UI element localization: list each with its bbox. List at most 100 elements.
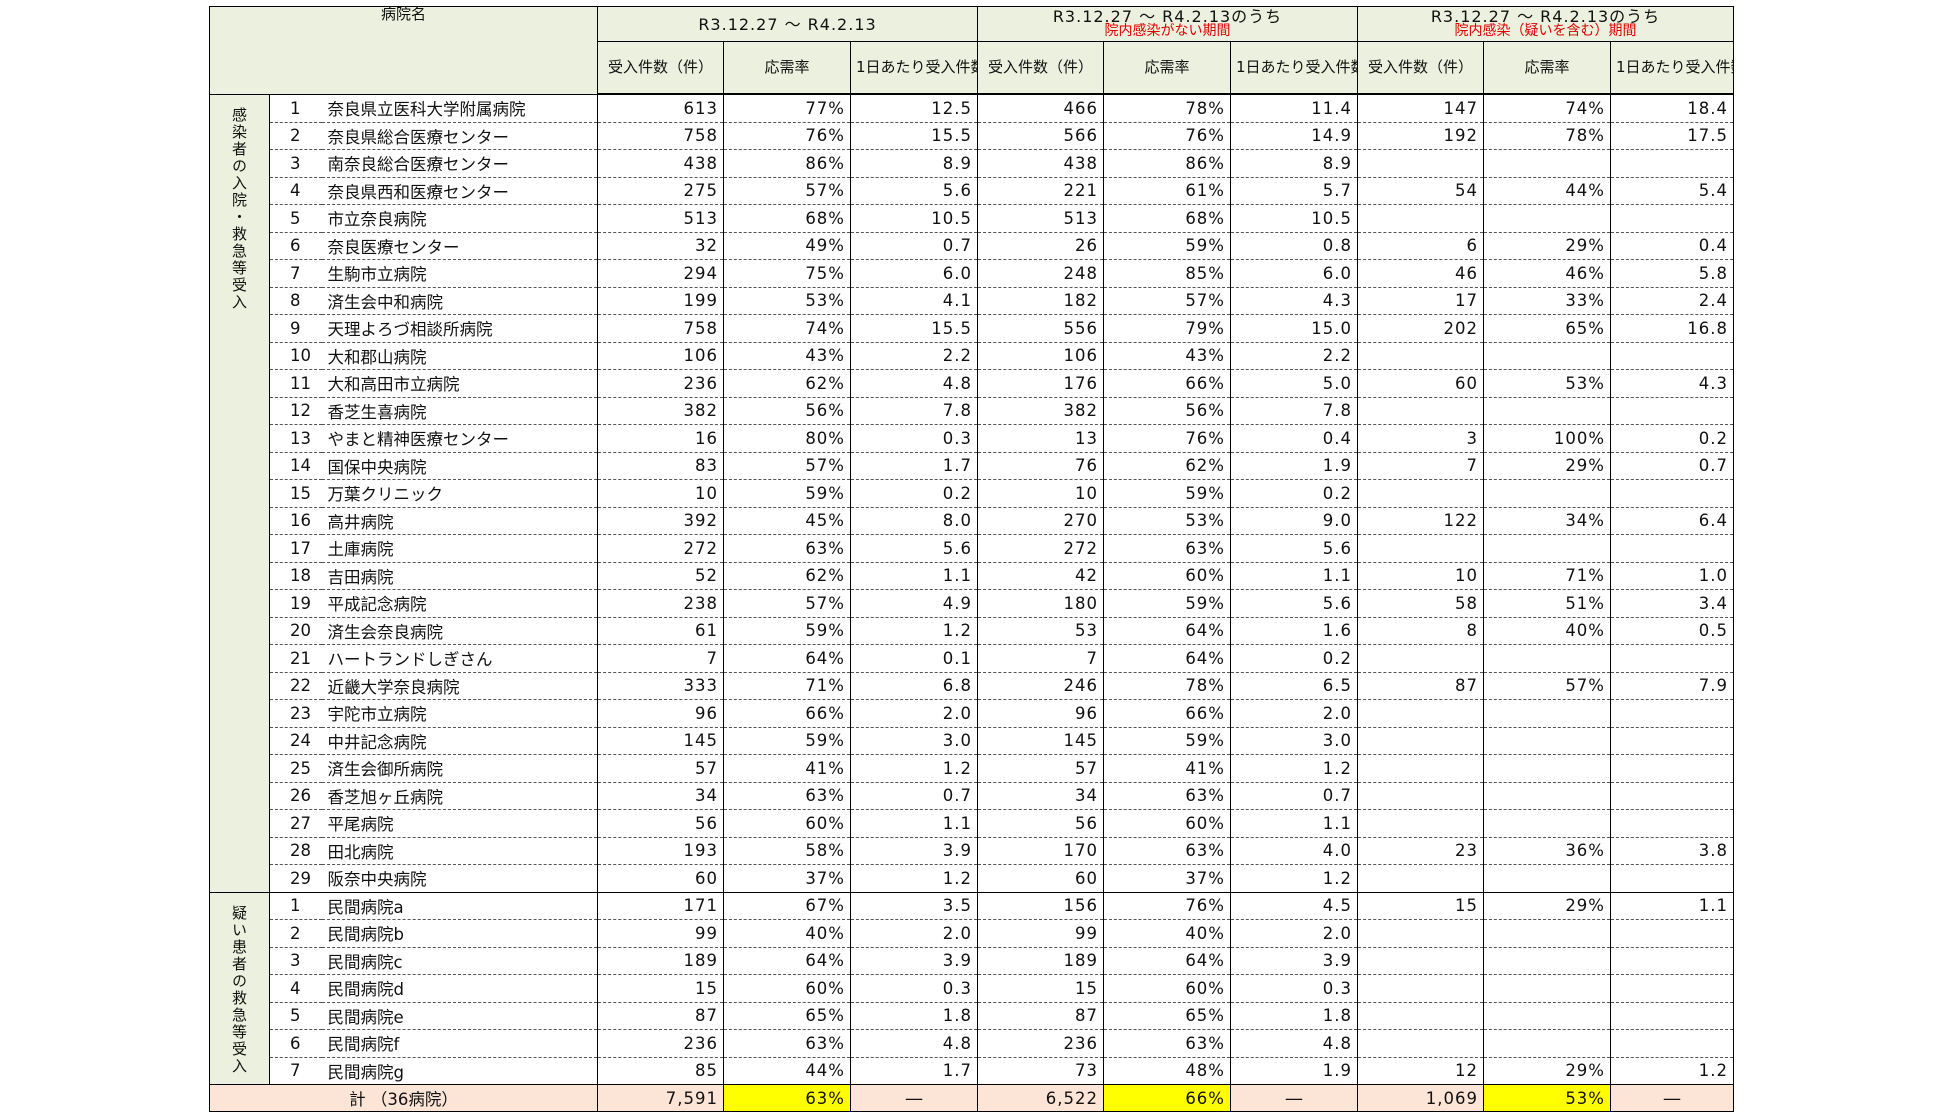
accept-count-cell: 52 bbox=[597, 562, 724, 590]
per-day-cell bbox=[1610, 809, 1734, 838]
response-rate-cell: 86% bbox=[1103, 149, 1231, 178]
per-day-cell: 4.8 bbox=[1230, 1029, 1358, 1058]
accept-count-cell: 199 bbox=[597, 287, 724, 315]
response-rate-cell: 74% bbox=[723, 314, 851, 343]
response-rate-cell: 62% bbox=[1103, 452, 1231, 480]
accept-count-cell: 10 bbox=[597, 479, 724, 508]
row-number: 5 bbox=[269, 204, 322, 233]
response-rate-cell: 53% bbox=[1103, 507, 1231, 535]
per-day-cell: 3.8 bbox=[1610, 837, 1734, 865]
accept-count-cell: 76 bbox=[977, 452, 1104, 480]
response-rate-cell: 60% bbox=[723, 974, 851, 1003]
per-day-cell bbox=[1610, 782, 1734, 810]
accept-count-cell: 56 bbox=[977, 809, 1104, 838]
table-row: 4 奈良県西和医療センター 275 57% 5.6 221 61% 5.7 54 44% 5.4 bbox=[210, 177, 1734, 205]
row-number: 3 bbox=[269, 947, 322, 975]
per-day-cell: 6.8 bbox=[850, 672, 978, 700]
per-day-cell: 0.7 bbox=[1230, 782, 1358, 810]
response-rate-cell: 100% bbox=[1483, 424, 1611, 453]
per-day-cell: 2.0 bbox=[850, 919, 978, 948]
response-rate-cell: 56% bbox=[723, 397, 851, 425]
accept-count-cell: 58 bbox=[1357, 589, 1484, 618]
accept-count-cell bbox=[1357, 864, 1484, 893]
row-number: 15 bbox=[269, 479, 322, 508]
accept-count-cell: 7 bbox=[1357, 452, 1484, 480]
response-rate-cell: 65% bbox=[723, 1002, 851, 1030]
accept-count-cell: 7 bbox=[597, 644, 724, 673]
total-rate-cell: 66% bbox=[1103, 1084, 1231, 1112]
response-rate-cell: 85% bbox=[1103, 259, 1231, 288]
hospital-name: 近畿大学奈良病院 bbox=[321, 672, 598, 700]
group-label-cell: 疑い患者の救急等受入 bbox=[209, 891, 270, 1085]
per-day-cell: 0.2 bbox=[850, 479, 978, 508]
response-rate-cell: 40% bbox=[1483, 617, 1611, 645]
accept-count-cell bbox=[1357, 397, 1484, 425]
per-day-cell: 1.0 bbox=[1610, 562, 1734, 590]
hospital-name: 奈良県西和医療センター bbox=[321, 177, 598, 205]
per-day-header: 1日あたり受入件数（件／日） bbox=[1610, 41, 1734, 95]
per-day-cell: 4.1 bbox=[850, 287, 978, 315]
table-row: 感染者の入院・救急等受入 1 奈良県立医科大学附属病院 613 77% 12.5 466 78… bbox=[209, 93, 1734, 893]
table-row: 20 済生会奈良病院 61 59% 1.2 53 64% 1.6 8 40% 0.5 bbox=[210, 617, 1734, 645]
accept-count-cell: 246 bbox=[977, 672, 1104, 700]
per-day-cell: 10.5 bbox=[1230, 204, 1358, 233]
response-rate-cell: 77% bbox=[723, 94, 851, 123]
row-number: 4 bbox=[269, 974, 322, 1003]
per-day-cell: 2.4 bbox=[1610, 287, 1734, 315]
accept-count-cell: 61 bbox=[597, 617, 724, 645]
hospital-name: 吉田病院 bbox=[321, 562, 598, 590]
row-number: 10 bbox=[269, 342, 322, 370]
response-rate-cell bbox=[1483, 699, 1611, 728]
response-rate-cell: 29% bbox=[1483, 1057, 1611, 1085]
accept-count-cell: 56 bbox=[597, 809, 724, 838]
accept-count-cell: 96 bbox=[597, 699, 724, 728]
per-day-cell: 1.2 bbox=[1610, 1057, 1734, 1085]
per-day-cell: 8.9 bbox=[1230, 149, 1358, 178]
per-day-cell: 2.0 bbox=[1230, 699, 1358, 728]
per-day-cell bbox=[1610, 479, 1734, 508]
response-rate-cell: 59% bbox=[1103, 727, 1231, 755]
per-day-cell bbox=[1610, 864, 1734, 893]
per-day-cell: 12.5 bbox=[850, 94, 978, 123]
accept-count-cell: 147 bbox=[1357, 94, 1484, 123]
response-rate-cell: 45% bbox=[723, 507, 851, 535]
hospital-name: 中井記念病院 bbox=[321, 727, 598, 755]
per-day-cell bbox=[1610, 534, 1734, 563]
total-per-day-cell: ― bbox=[1610, 1084, 1734, 1112]
accept-count-cell: 60 bbox=[977, 864, 1104, 893]
group-label: 感染者の入院・救急等受入 bbox=[230, 106, 248, 311]
per-day-cell: 0.2 bbox=[1230, 644, 1358, 673]
per-day-cell: 1.1 bbox=[850, 562, 978, 590]
accept-count-cell: 3 bbox=[1357, 424, 1484, 453]
response-rate-cell bbox=[1483, 754, 1611, 783]
per-day-cell: 1.1 bbox=[1610, 891, 1734, 920]
accept-count-cell: 156 bbox=[977, 891, 1104, 920]
hospital-name: ハートランドしぎさん bbox=[321, 644, 598, 673]
response-rate-cell: 44% bbox=[1483, 177, 1611, 205]
response-rate-cell: 29% bbox=[1483, 232, 1611, 260]
per-day-cell bbox=[1610, 1029, 1734, 1058]
per-day-cell: 5.6 bbox=[850, 534, 978, 563]
response-rate-cell bbox=[1483, 1002, 1611, 1030]
total-rate-cell: 53% bbox=[1483, 1084, 1611, 1112]
response-rate-cell: 59% bbox=[1103, 589, 1231, 618]
accept-count-cell bbox=[1357, 974, 1484, 1003]
row-number: 22 bbox=[269, 672, 322, 700]
per-day-cell: 0.2 bbox=[1610, 424, 1734, 453]
table-row: 9 天理よろづ相談所病院 758 74% 15.5 556 79% 15.0 202 65% 16.… bbox=[210, 314, 1734, 343]
response-rate-cell: 64% bbox=[1103, 947, 1231, 975]
row-number: 9 bbox=[269, 314, 322, 343]
response-rate-cell: 43% bbox=[723, 342, 851, 370]
per-day-cell: 3.9 bbox=[1230, 947, 1358, 975]
table-row: 25 済生会御所病院 57 41% 1.2 57 41% 1.2 bbox=[210, 754, 1734, 783]
response-rate-cell: 76% bbox=[1103, 122, 1231, 150]
response-rate-cell: 60% bbox=[1103, 809, 1231, 838]
per-day-cell: 18.4 bbox=[1610, 94, 1734, 123]
response-rate-cell bbox=[1483, 1029, 1611, 1058]
response-rate-cell bbox=[1483, 534, 1611, 563]
per-day-cell: 14.9 bbox=[1230, 122, 1358, 150]
per-day-cell: 0.4 bbox=[1230, 424, 1358, 453]
hospital-name: 宇陀市立病院 bbox=[321, 699, 598, 728]
response-rate-cell: 78% bbox=[1483, 122, 1611, 150]
per-day-cell: 8.0 bbox=[850, 507, 978, 535]
